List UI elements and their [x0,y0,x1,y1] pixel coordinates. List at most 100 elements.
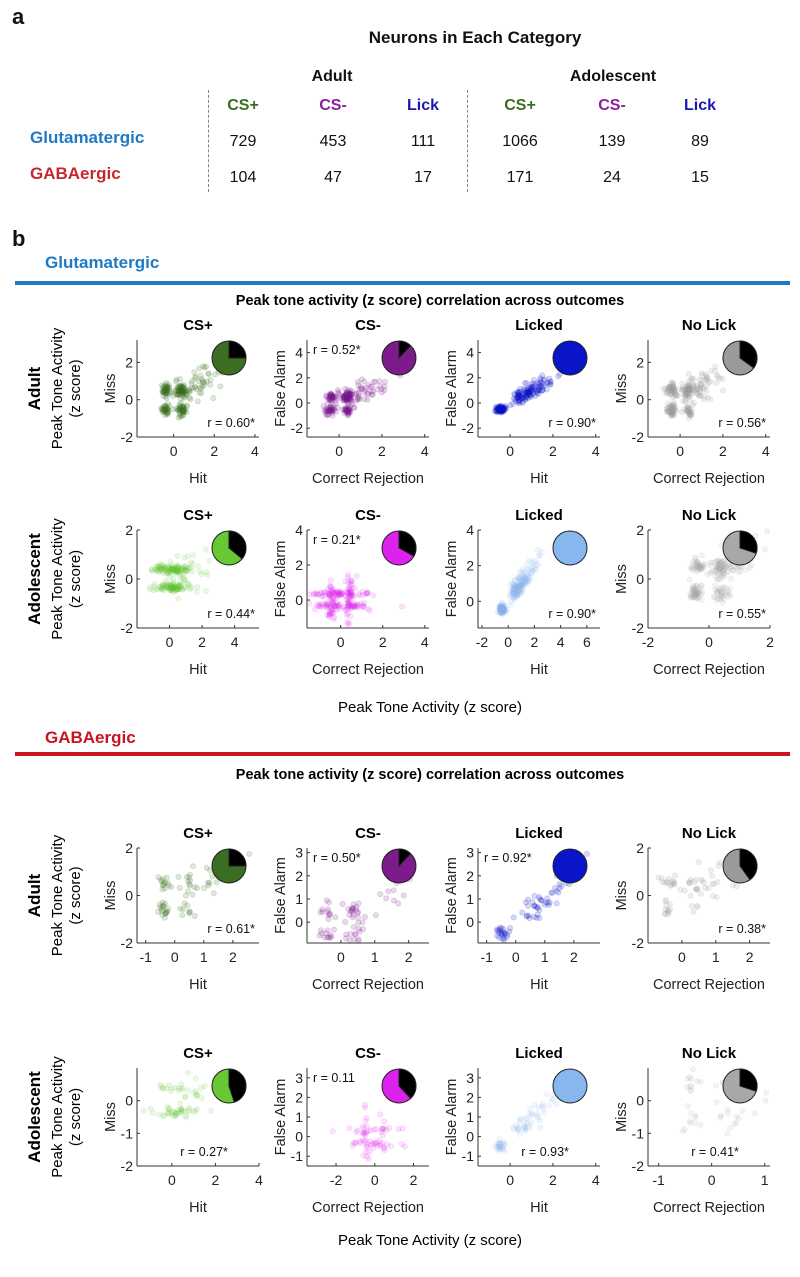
y-axis-label: Miss [614,881,630,911]
data-point [499,407,506,414]
data-point [714,878,721,886]
data-point [163,407,170,415]
data-point [378,1125,386,1133]
data-point [353,572,360,580]
data-point [515,393,523,400]
data-point [181,408,188,416]
table-cell: 104 [229,169,257,186]
data-point [535,384,542,391]
data-point [177,404,184,411]
data-point [346,393,353,400]
data-point [327,395,334,402]
y-axis-label: False Alarm [444,350,460,427]
scatter-plot-cs-: 0 2 4 -2 -1 0 CS+ Hit Miss r = 0.27* [103,1045,263,1216]
data-point [161,384,168,391]
data-point [501,404,508,411]
x-tick-label: 0 [512,949,520,965]
data-point [499,407,506,414]
y-tick-label: -2 [121,620,134,636]
data-point [541,376,548,383]
data-point [688,376,695,383]
data-point [324,394,332,401]
data-point [526,573,533,580]
data-point [322,411,329,418]
data-point [515,391,522,398]
data-point [196,389,203,396]
y-tick-label: 0 [295,914,303,930]
data-point [198,385,205,392]
table-cell: 15 [691,169,709,186]
data-point [352,603,359,611]
data-point [523,380,530,387]
data-point [534,388,541,395]
x-tick-label: 2 [410,1172,418,1188]
data-point [370,388,377,395]
data-point [697,890,705,897]
data-point [345,399,352,406]
data-point [719,375,726,382]
data-point [175,390,182,397]
data-point [174,391,181,398]
data-point [694,1078,701,1085]
data-point [163,384,170,391]
data-point [530,389,537,396]
data-point [516,392,523,399]
data-point [553,1100,560,1107]
data-point [173,376,180,383]
data-point [746,564,753,571]
data-point [525,388,533,395]
data-point [159,384,166,391]
y-axis-label: False Alarm [444,541,460,618]
data-point [497,404,504,411]
correlation-label: r = 0.21* [313,533,361,547]
section-subtitle: Peak tone activity (z score) correlation… [236,293,624,309]
data-point [499,408,506,415]
data-point [331,602,338,610]
data-point [670,406,677,413]
data-point [496,403,503,410]
data-point [191,369,198,376]
data-point [669,394,677,401]
data-point [181,387,188,394]
data-point [346,407,353,414]
data-point [497,403,504,410]
y-tick-label: -2 [462,420,475,436]
x-tick-label: 2 [549,1172,557,1188]
column-header: CS+ [227,97,259,114]
data-point [162,404,169,411]
data-point [331,394,338,401]
plot-title: No Lick [682,1045,737,1062]
data-point [166,403,173,410]
data-point [666,385,673,392]
data-point [497,404,504,411]
data-point [685,404,692,411]
row-y-axis-label-units: (z score) [67,1088,84,1146]
data-point [180,385,187,392]
data-point [346,391,353,398]
y-tick-label: -2 [632,935,645,951]
data-point [339,406,346,413]
data-point [180,408,187,415]
data-point [544,380,551,387]
y-tick-label: 4 [466,522,474,538]
data-point [539,1100,546,1108]
data-point [164,408,172,416]
data-point [536,553,543,560]
data-point [356,386,363,393]
data-point [174,387,182,394]
data-point [344,396,351,403]
data-point [353,906,360,913]
data-point [350,405,358,412]
data-point [161,408,168,415]
data-point [694,902,701,909]
data-point [496,406,503,413]
data-point [322,408,329,415]
data-point [160,389,167,396]
data-point [351,1140,358,1147]
data-point [707,396,714,403]
data-point [664,911,672,918]
data-point [180,386,187,394]
data-point [531,376,538,384]
data-point [698,552,706,559]
x-tick-label: 1 [761,1172,769,1188]
